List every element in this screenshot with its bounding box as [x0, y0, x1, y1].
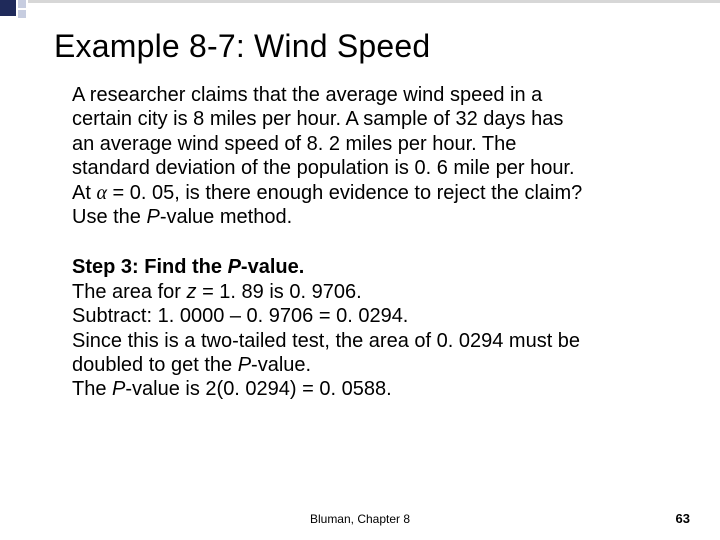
- page-number: 63: [676, 511, 690, 526]
- accent-square-light-a: [18, 0, 26, 8]
- slide-content: Example 8-7: Wind Speed A researcher cla…: [54, 28, 680, 402]
- step3-line4c: -value.: [251, 354, 311, 376]
- para-line-3: an average wind speed of 8. 2 miles per …: [72, 133, 516, 155]
- step3-line1a: The area for: [72, 281, 187, 303]
- step3-line5a: The: [72, 378, 112, 400]
- p-italic-3: P: [112, 378, 125, 400]
- step3-line5c: -value is 2(0. 0294) = 0. 0588.: [125, 378, 391, 400]
- step3-heading-a: Step 3: Find the: [72, 256, 228, 278]
- p-italic-2: P: [238, 354, 251, 376]
- para-line-1: A researcher claims that the average win…: [72, 84, 542, 106]
- para-line-6a: Use the: [72, 206, 146, 228]
- slide-title: Example 8-7: Wind Speed: [54, 28, 680, 65]
- accent-top-bar: [28, 0, 720, 3]
- p-italic-1: P: [146, 206, 159, 228]
- corner-accent: [0, 0, 80, 22]
- para-line-6c: -value method.: [160, 206, 292, 228]
- step3-line2: Subtract: 1. 0000 – 0. 9706 = 0. 0294.: [72, 305, 408, 327]
- step3-line1c: = 1. 89 is 0. 9706.: [197, 281, 362, 303]
- step3-heading-p: P: [228, 256, 241, 278]
- step-3-block: Step 3: Find the P-value. The area for z…: [72, 255, 680, 401]
- accent-square-dark: [0, 0, 16, 16]
- para-line-5a: At: [72, 182, 96, 204]
- step3-heading-c: -value.: [241, 256, 304, 278]
- step3-line3: Since this is a two-tailed test, the are…: [72, 330, 580, 352]
- para-line-2: certain city is 8 miles per hour. A samp…: [72, 108, 563, 130]
- para-line-5b: = 0. 05, is there enough evidence to rej…: [107, 182, 582, 204]
- para-line-4: standard deviation of the population is …: [72, 157, 575, 179]
- accent-square-light-b: [18, 10, 26, 18]
- z-italic: z: [187, 281, 197, 303]
- footer-citation: Bluman, Chapter 8: [0, 512, 720, 526]
- step3-line4a: doubled to get the: [72, 354, 238, 376]
- problem-statement: A researcher claims that the average win…: [72, 83, 680, 229]
- alpha-symbol: α: [96, 182, 107, 204]
